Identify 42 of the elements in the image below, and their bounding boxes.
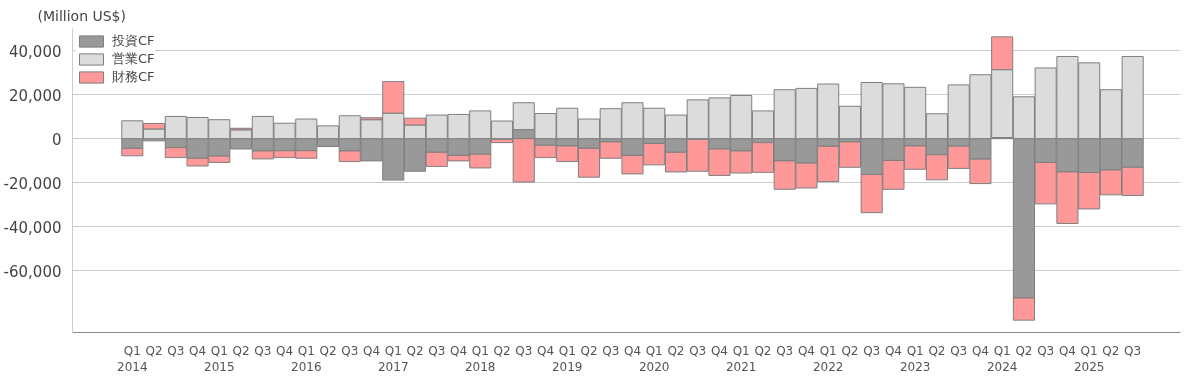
y-tick-label: 20,000 [9,86,62,105]
y-tick-label: 40,000 [9,42,62,61]
x-tick-label: Q3 [776,343,794,358]
x-tick-label: Q2 [319,343,337,358]
x-tick-label: Q4 [884,343,902,358]
x-tick-label: Q4 [797,343,816,358]
x-tick-label: Q2 [841,343,859,358]
x-tick-label: Q2 [145,343,163,358]
x-tick-label: Q2 [493,343,511,358]
x-tick-label: Q3 [254,343,272,358]
x-tick-label: Q3 [341,343,359,358]
x-tick-label: Q4 [971,343,989,358]
x-tick-label: Q3 [515,343,533,358]
x-tick-label: Q4 [275,343,294,358]
y-tick-label: -40,000 [3,218,62,237]
x-tick-label: Q3 [1037,343,1055,358]
x-tick-label: Q3 [428,343,446,358]
x-tick-label: Q4 [1058,343,1076,358]
x-tick-label: Q3 [950,343,968,358]
x-tick-label: Q2 [406,343,424,358]
y-axis-title: (Million US$) [37,7,126,24]
x-tick-label: Q2 [232,343,250,358]
x-tick-label: Q3 [863,343,881,358]
x-tick-label: Q3 [689,343,707,358]
x-tick-label: Q4 [189,343,207,358]
x-tick-label: Q2 [667,343,685,358]
x-tick-label: Q3 [167,343,185,358]
x-tick-label: Q2 [928,343,946,358]
y-tick-label: 0 [51,130,62,149]
x-tick-label: Q2 [754,343,772,358]
legend-label: 投資CF [112,32,155,50]
y-tick-label: -60,000 [3,262,62,281]
x-tick-label: Q3 [1124,343,1142,358]
x-tick-label: Q2 [1015,343,1033,358]
x-tick-label: Q4 [710,343,729,358]
x-tick-label: Q2 [1102,343,1120,358]
x-tick-label: Q3 [602,343,620,358]
y-tick-label: -20,000 [3,174,62,193]
x-tick-label: Q4 [362,343,381,358]
legend-label: 営業CF [112,50,155,68]
legend-label: 財務CF [112,68,155,86]
x-tick-label: Q2 [580,343,598,358]
